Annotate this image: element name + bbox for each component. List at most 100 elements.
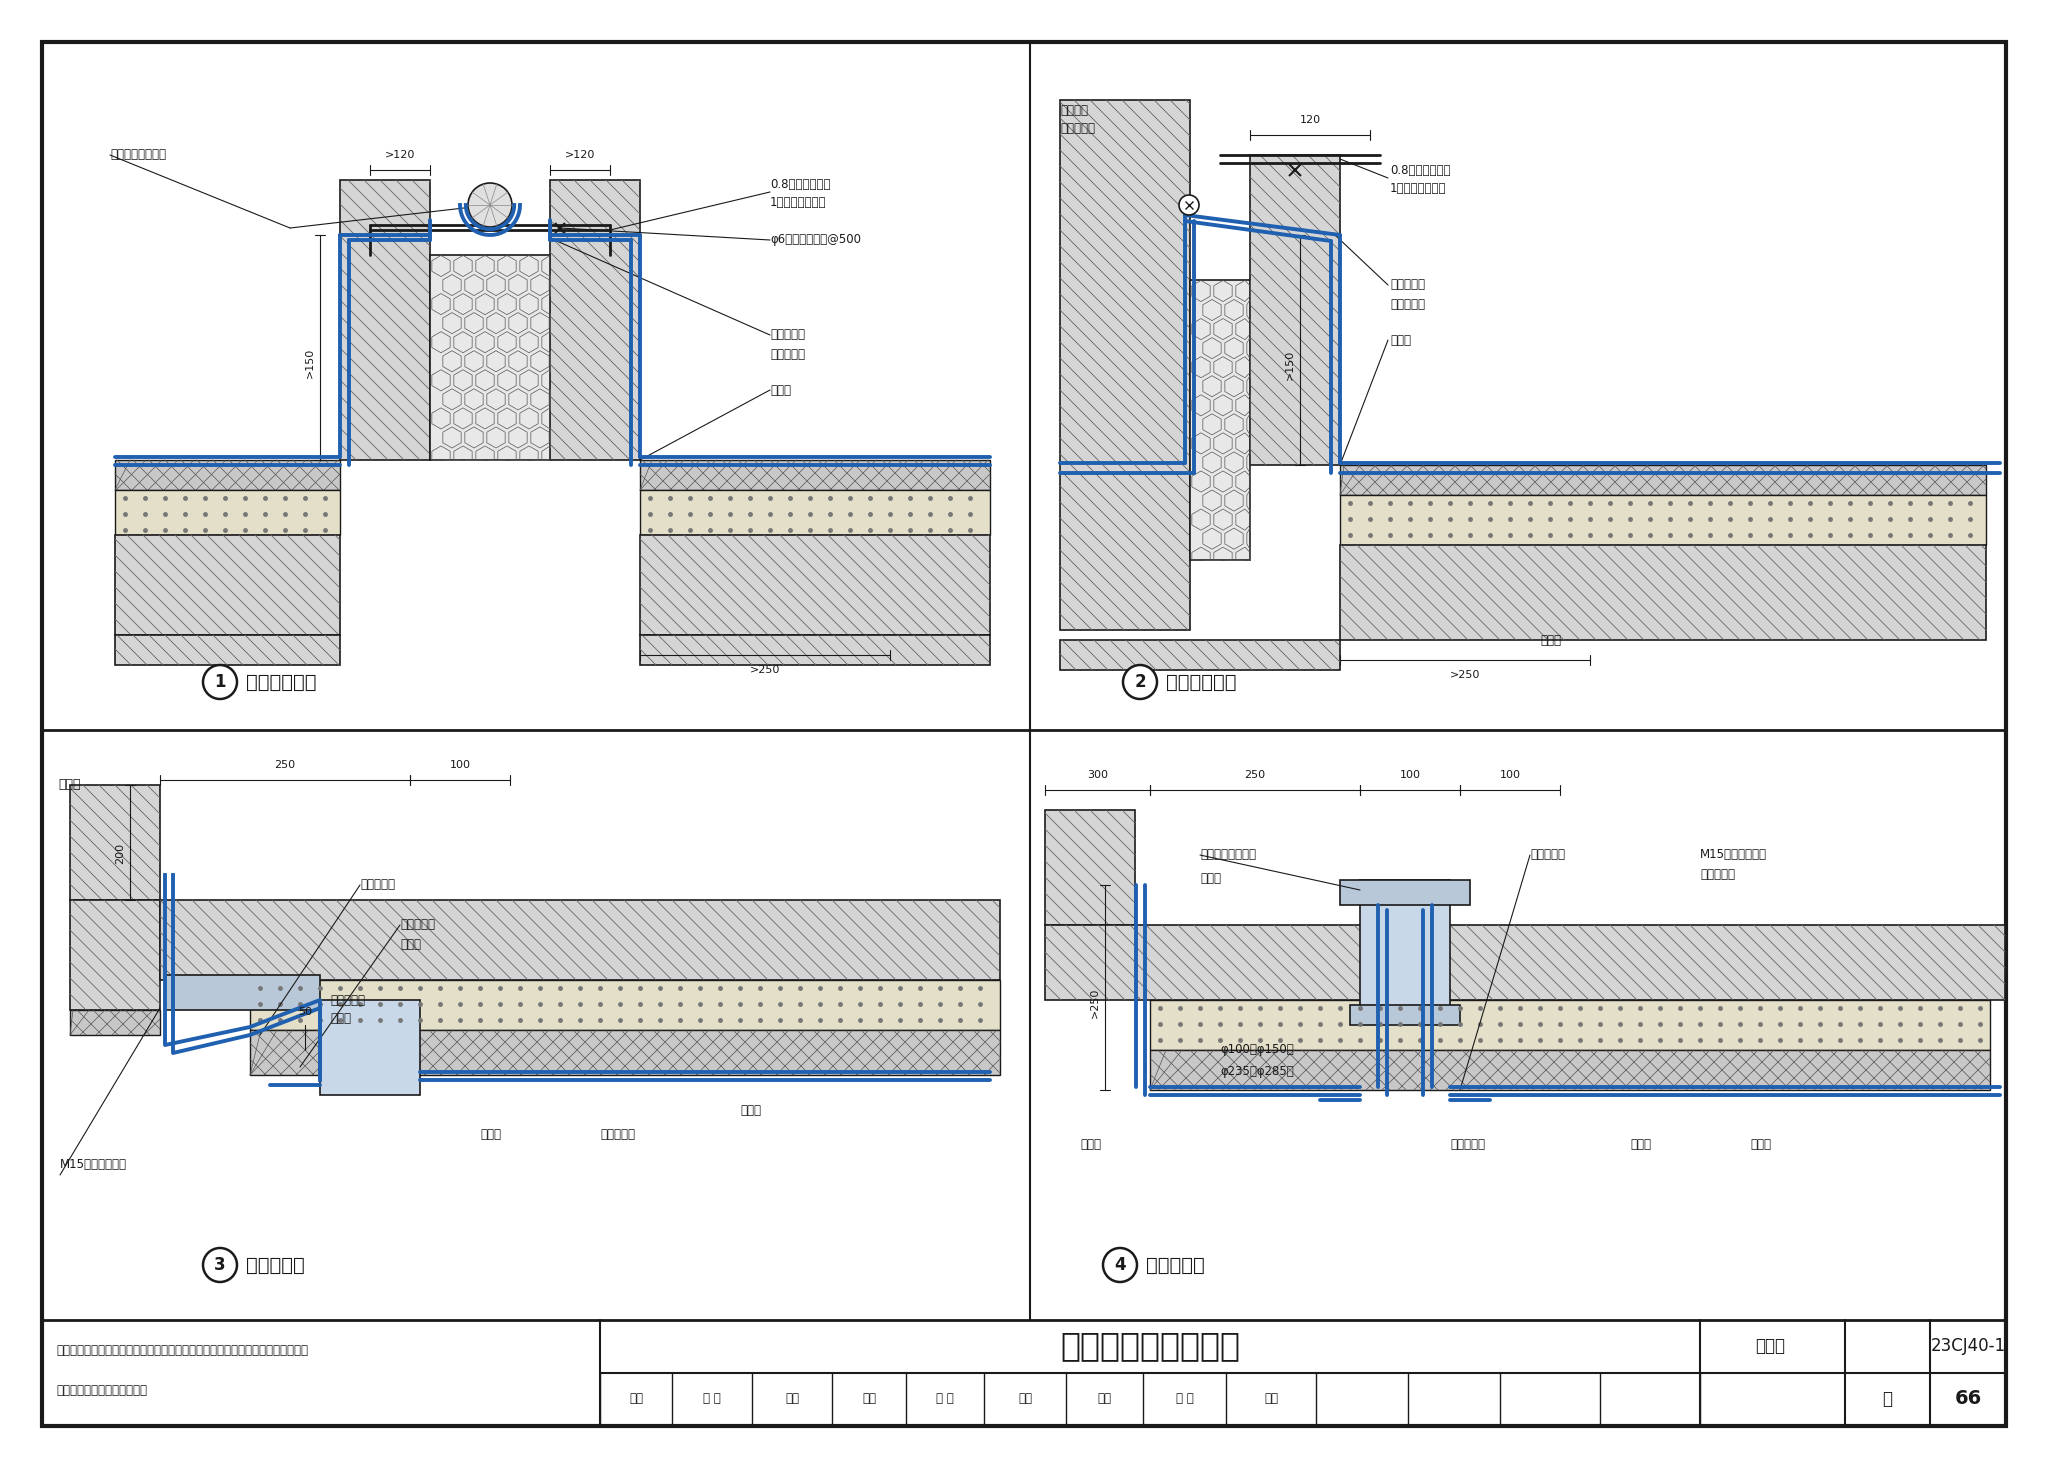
Bar <box>430 255 551 459</box>
Text: M15水泥砂浆找平: M15水泥砂浆找平 <box>59 1158 127 1171</box>
Bar <box>70 1010 160 1035</box>
Bar <box>1190 280 1249 559</box>
Text: 注：屋面多道防水层分开设置时，附加限水层应设置在单道防水层处。构造图中以: 注：屋面多道防水层分开设置时，附加限水层应设置在单道防水层处。构造图中以 <box>55 1343 307 1356</box>
Bar <box>551 181 639 459</box>
Bar <box>115 459 340 490</box>
Text: >120: >120 <box>565 150 596 160</box>
Bar <box>639 490 989 534</box>
Text: 赵小: 赵小 <box>1264 1393 1278 1405</box>
Text: 方川: 方川 <box>1018 1393 1032 1405</box>
Text: >150: >150 <box>305 348 315 377</box>
Circle shape <box>203 1248 238 1282</box>
Circle shape <box>1180 195 1198 214</box>
Text: φ100（φ150）: φ100（φ150） <box>1221 1044 1294 1057</box>
Text: 250: 250 <box>274 760 295 771</box>
Bar <box>319 1000 420 1095</box>
Text: 4: 4 <box>1114 1257 1126 1274</box>
Text: >250: >250 <box>1450 669 1481 680</box>
Text: 李 闻: 李 闻 <box>936 1393 954 1405</box>
Text: 23CJ40-1: 23CJ40-1 <box>1931 1337 2005 1355</box>
Bar <box>639 459 989 490</box>
Bar <box>70 785 160 900</box>
Bar <box>250 1031 999 1075</box>
Text: 孙砖: 孙砖 <box>784 1393 799 1405</box>
Bar <box>1044 810 1135 925</box>
Bar <box>1350 1006 1460 1025</box>
Text: 1厚铝合金板盖缝: 1厚铝合金板盖缝 <box>1391 182 1446 194</box>
Text: 赵 亮: 赵 亮 <box>1176 1393 1194 1405</box>
Bar <box>115 636 340 665</box>
Bar <box>639 534 989 636</box>
Circle shape <box>1104 1248 1137 1282</box>
Text: >250: >250 <box>1090 988 1100 1017</box>
Bar <box>43 1320 2005 1425</box>
Bar <box>1061 100 1190 630</box>
Text: 密封胶封严: 密封胶封严 <box>1450 1139 1485 1151</box>
Text: 1: 1 <box>215 672 225 691</box>
Text: φ235（φ285）: φ235（φ285） <box>1221 1066 1294 1079</box>
Text: 此范围内: 此范围内 <box>1061 104 1087 116</box>
Text: 张 硕: 张 硕 <box>702 1393 721 1405</box>
Text: 密封胶封严: 密封胶封严 <box>1530 849 1565 862</box>
Text: 防水层: 防水层 <box>479 1129 502 1142</box>
Bar <box>1339 465 1987 495</box>
Bar <box>1151 1050 1991 1091</box>
Bar <box>639 636 989 665</box>
Text: 屋面防水层: 屋面防水层 <box>399 919 434 932</box>
Circle shape <box>469 184 512 228</box>
Circle shape <box>203 665 238 699</box>
Text: 保温层: 保温层 <box>1630 1139 1651 1151</box>
Text: 横式水走口: 横式水走口 <box>246 1255 305 1274</box>
Text: 66: 66 <box>1954 1390 1982 1408</box>
Text: >120: >120 <box>385 150 416 160</box>
Text: 300: 300 <box>1087 771 1108 780</box>
Text: 审核: 审核 <box>629 1393 643 1405</box>
Text: 页: 页 <box>1882 1390 1892 1408</box>
Bar <box>160 900 999 981</box>
Bar <box>1339 879 1470 904</box>
Text: 防水层: 防水层 <box>1749 1139 1772 1151</box>
Text: 屋面变形缝、水走口: 屋面变形缝、水走口 <box>1061 1330 1239 1362</box>
Text: 附加层: 附加层 <box>330 1011 350 1025</box>
Text: 防水附加层: 防水附加层 <box>1391 298 1425 311</box>
Text: 密封胶封严: 密封胶封严 <box>770 329 805 342</box>
Text: 120: 120 <box>1298 115 1321 125</box>
Text: 设计: 设计 <box>1098 1393 1112 1405</box>
Text: 100: 100 <box>1499 771 1520 780</box>
Bar <box>115 490 340 534</box>
Circle shape <box>1122 665 1157 699</box>
Text: 保温层: 保温层 <box>739 1104 762 1117</box>
Text: 校对: 校对 <box>862 1393 877 1405</box>
Bar <box>70 900 160 1010</box>
Text: >250: >250 <box>750 665 780 675</box>
Text: 密封胶封严: 密封胶封严 <box>360 878 395 891</box>
Text: φ6塑料胀管螺钉@500: φ6塑料胀管螺钉@500 <box>770 233 860 247</box>
Bar <box>250 981 999 1031</box>
Text: 1厚铝合金板盖缝: 1厚铝合金板盖缝 <box>770 195 827 208</box>
Text: 防水层: 防水层 <box>1540 634 1561 646</box>
Bar <box>1249 156 1339 465</box>
Text: 找坡层: 找坡层 <box>399 938 422 951</box>
Text: 防水层: 防水层 <box>770 383 791 396</box>
Text: 200: 200 <box>115 843 125 863</box>
Text: 女儿墙: 女儿墙 <box>57 778 80 791</box>
Bar <box>166 975 319 1010</box>
Text: 竖式水走口: 竖式水走口 <box>1147 1255 1204 1274</box>
Text: 密封胶封严: 密封胶封严 <box>1391 279 1425 292</box>
Text: M15水泥砂浆找平: M15水泥砂浆找平 <box>1700 849 1767 862</box>
Bar <box>1151 1000 1991 1050</box>
Text: 250: 250 <box>1245 771 1266 780</box>
Bar <box>1339 495 1987 545</box>
Text: 防水附加层: 防水附加层 <box>770 348 805 361</box>
Text: 100: 100 <box>449 760 471 771</box>
Bar <box>1360 879 1450 1010</box>
Text: 防水层: 防水层 <box>1079 1139 1102 1151</box>
Text: 防水层: 防水层 <box>1391 333 1411 346</box>
Text: 2: 2 <box>1135 672 1145 691</box>
Bar <box>1061 640 1339 669</box>
Text: 0.8厚彩色钢板或: 0.8厚彩色钢板或 <box>770 179 831 191</box>
Bar <box>340 181 430 459</box>
Text: 3: 3 <box>215 1257 225 1274</box>
Text: 变形缝（二）: 变形缝（二） <box>1165 672 1237 691</box>
Text: 卷材不满粘: 卷材不满粘 <box>1061 122 1096 135</box>
